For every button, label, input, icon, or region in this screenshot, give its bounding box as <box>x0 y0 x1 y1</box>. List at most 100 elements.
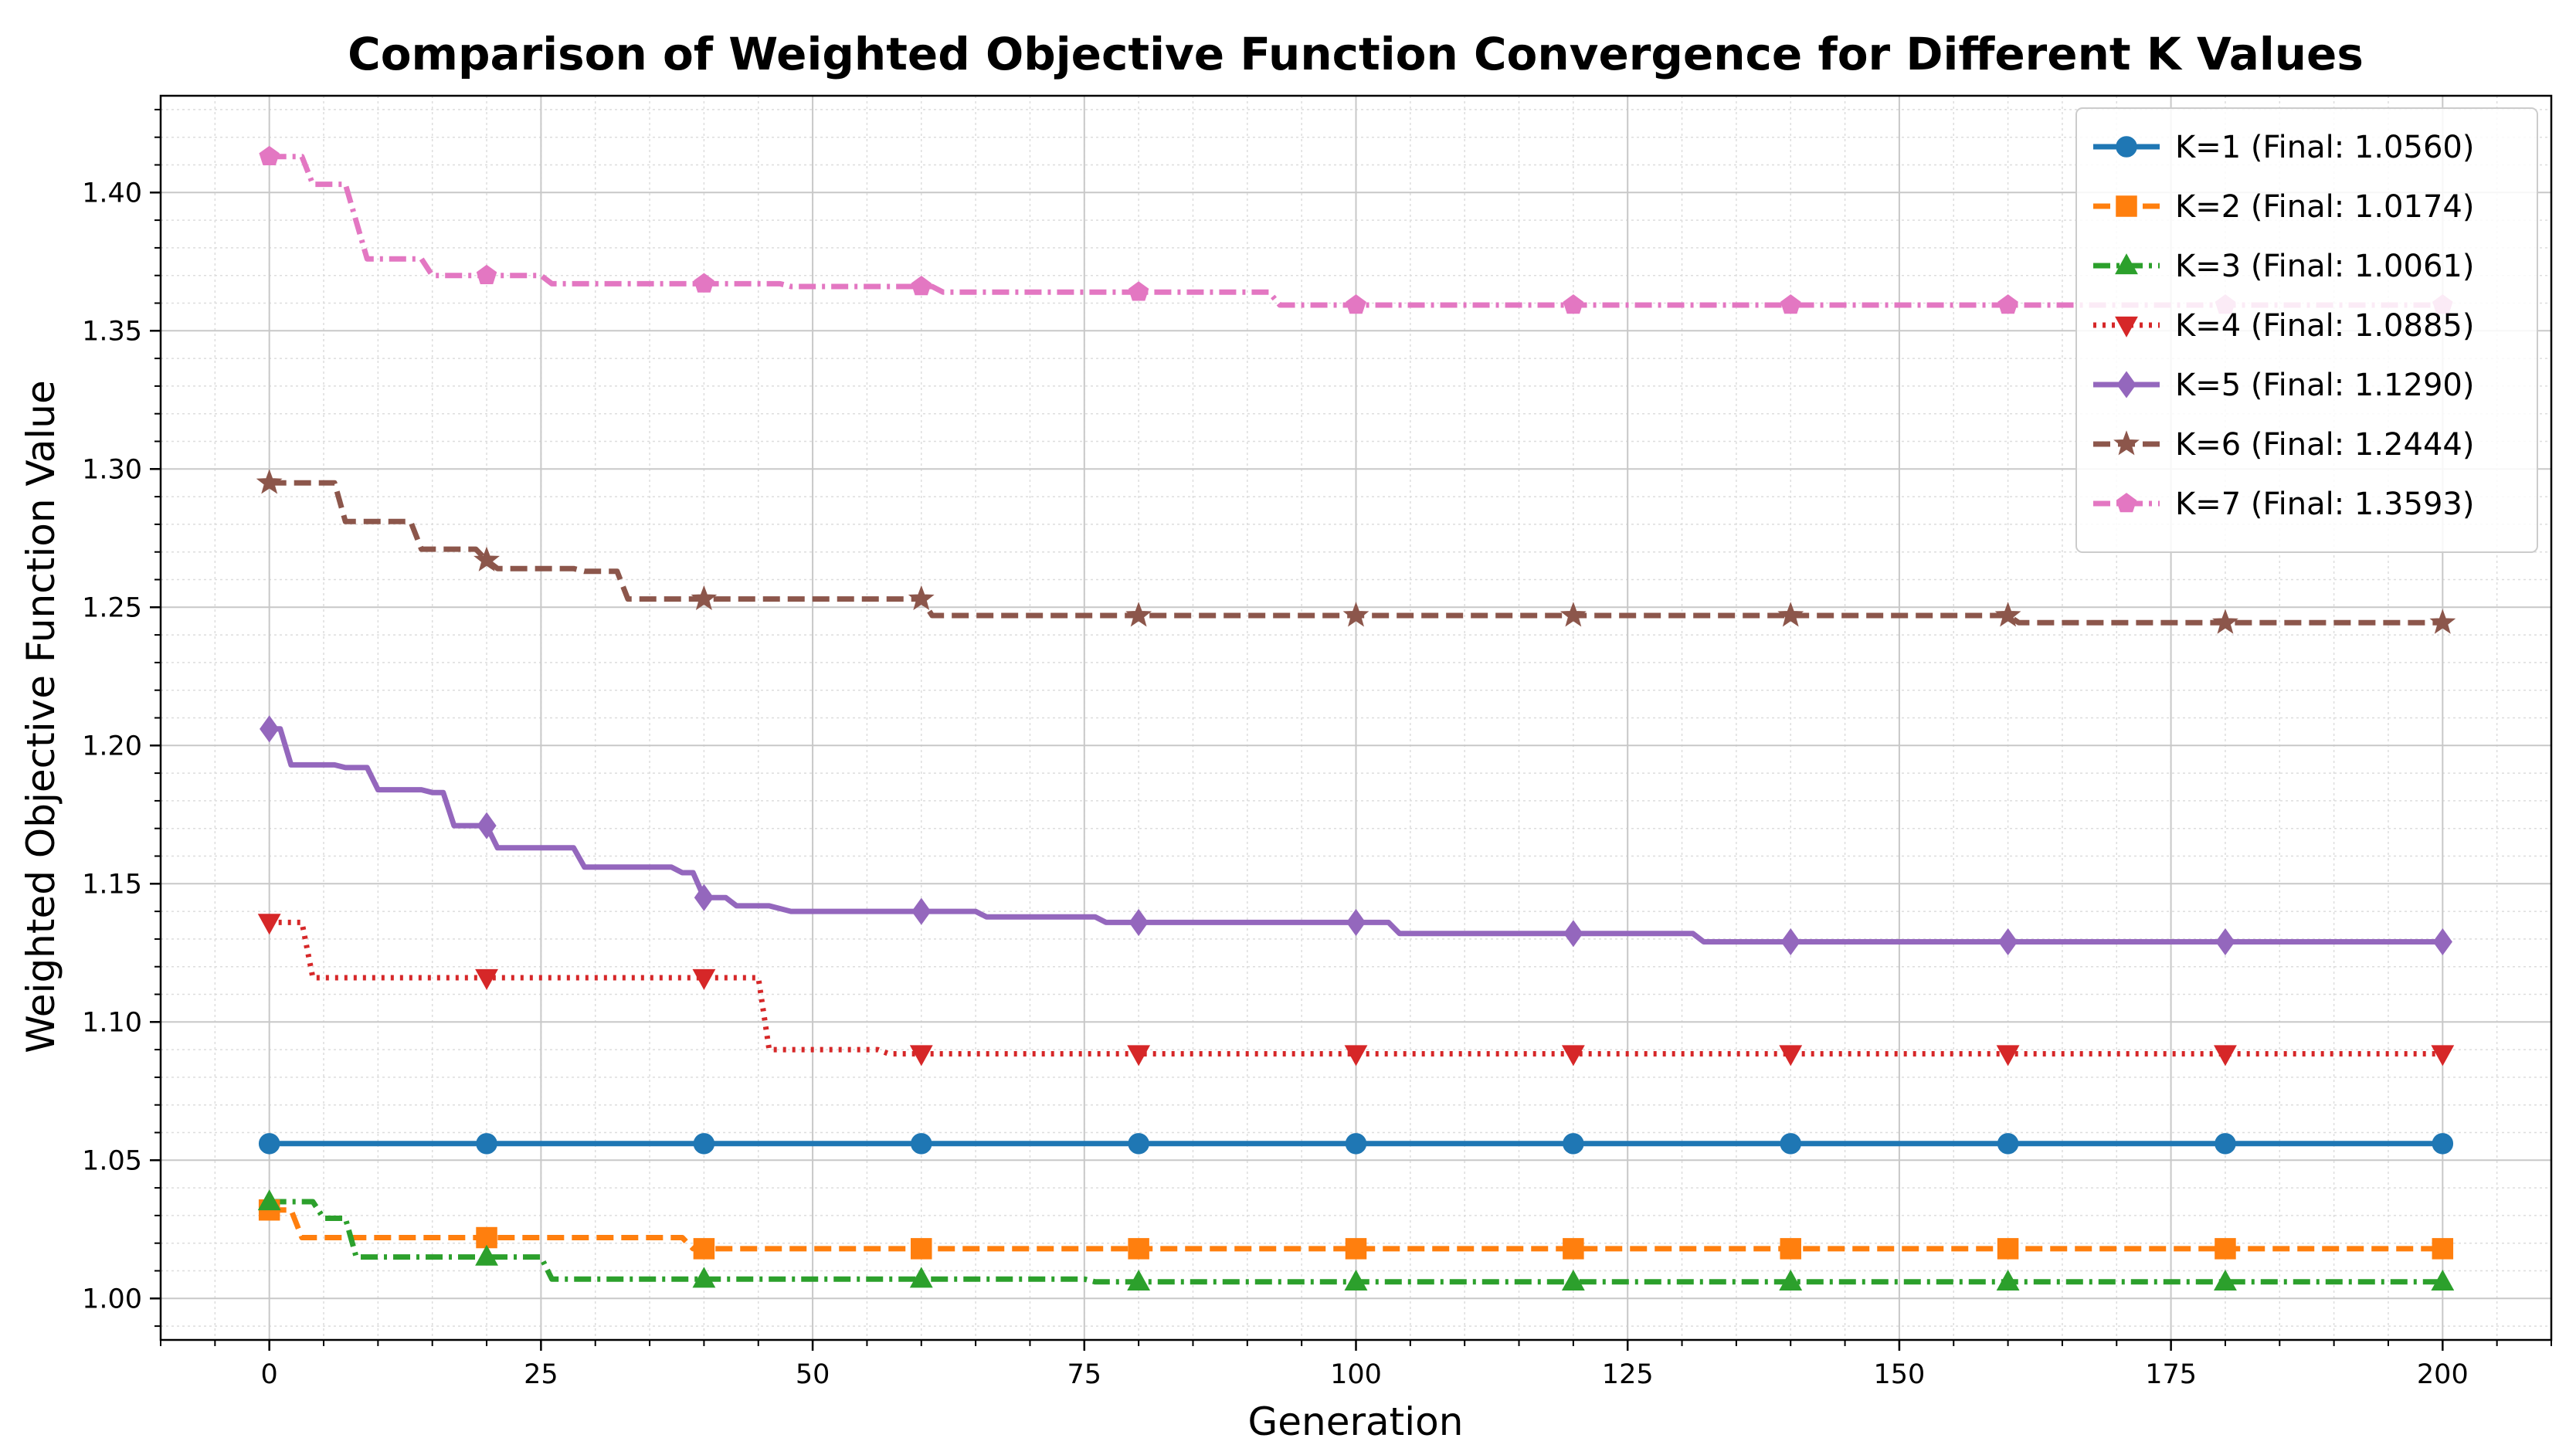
data-point-k3 <box>692 1267 716 1288</box>
data-point-k6 <box>2212 609 2238 634</box>
series-markers <box>256 145 2456 1291</box>
data-point-k6 <box>1125 602 1152 627</box>
x-tick-label: 200 <box>2417 1359 2469 1390</box>
data-point-k3 <box>1561 1269 1585 1291</box>
data-point-k5 <box>477 812 497 839</box>
legend-marker-k5 <box>2116 371 2136 399</box>
data-point-k7 <box>259 145 280 166</box>
x-tick-label: 150 <box>1874 1359 1926 1390</box>
y-tick-label: 1.25 <box>82 592 142 623</box>
data-point-k2 <box>911 1238 932 1260</box>
data-point-k3 <box>1779 1269 1803 1291</box>
series-line-k7 <box>269 154 2443 308</box>
data-point-k1 <box>1128 1133 1149 1155</box>
legend-label-k1: K=1 (Final: 1.0560) <box>2175 130 2474 165</box>
series-line-k5 <box>269 726 2443 945</box>
data-point-k2 <box>1345 1238 1367 1260</box>
y-tick-label: 1.20 <box>82 731 142 761</box>
data-point-k2 <box>1997 1238 2019 1260</box>
data-point-k1 <box>1563 1133 1584 1155</box>
data-point-k2 <box>1563 1238 1584 1260</box>
data-point-k7 <box>1563 294 1584 314</box>
axis-ticks <box>150 108 2552 1351</box>
data-point-k7 <box>1997 294 2018 314</box>
data-point-k2 <box>1780 1238 1801 1260</box>
data-point-k6 <box>1560 602 1587 627</box>
legend-label-k3: K=3 (Final: 1.0061) <box>2175 249 2474 284</box>
data-point-k5 <box>911 897 932 925</box>
data-point-k4 <box>257 914 281 935</box>
axis-tick-labels: 0 25 50 75 100 125 150 175 200 1.00 1.05 1.10 1.15 1.… <box>82 178 2469 1390</box>
y-tick-label: 1.00 <box>82 1284 142 1314</box>
data-point-k6 <box>908 585 935 610</box>
y-tick-label: 1.05 <box>82 1145 142 1176</box>
series-lines <box>269 154 2443 1285</box>
x-tick-label: 25 <box>524 1359 558 1390</box>
data-point-k4 <box>1344 1045 1368 1067</box>
series-line-k6 <box>269 480 2443 626</box>
y-tick-label: 1.10 <box>82 1007 142 1038</box>
legend-label-k5: K=5 (Final: 1.1290) <box>2175 368 2474 403</box>
data-point-k5 <box>1346 908 1366 936</box>
data-point-k7 <box>1780 294 1801 314</box>
legend-box <box>2075 107 2538 553</box>
data-point-k4 <box>2214 1045 2237 1067</box>
data-point-k4 <box>692 968 716 990</box>
data-point-k6 <box>1342 602 1369 627</box>
data-point-k6 <box>473 546 500 571</box>
y-axis-label: Weighted Objective Function Value <box>19 380 63 1053</box>
data-point-k5 <box>1128 908 1149 936</box>
data-point-k4 <box>1996 1045 2020 1067</box>
data-point-k4 <box>1127 1045 1151 1067</box>
data-point-k1 <box>476 1133 497 1155</box>
x-tick-label: 0 <box>261 1359 278 1390</box>
x-tick-label: 50 <box>796 1359 830 1390</box>
data-point-k4 <box>475 968 498 990</box>
chart-title: Comparison of Weighted Objective Functio… <box>348 28 2364 80</box>
data-point-k3 <box>1996 1269 2020 1291</box>
data-point-k3 <box>475 1244 498 1266</box>
data-point-k7 <box>476 264 497 284</box>
data-point-k7 <box>694 273 714 293</box>
data-point-k5 <box>2432 928 2452 956</box>
data-point-k1 <box>1345 1133 1367 1155</box>
data-point-k1 <box>1780 1133 1801 1155</box>
data-point-k3 <box>2431 1269 2455 1291</box>
legend-marker-k3 <box>2115 253 2138 275</box>
y-tick-label: 1.35 <box>82 316 142 347</box>
legend-label-k2: K=2 (Final: 1.0174) <box>2175 189 2474 225</box>
legend-label-k7: K=7 (Final: 1.3593) <box>2175 487 2474 522</box>
legend-marker-k4 <box>2115 316 2138 337</box>
legend-label-k6: K=6 (Final: 1.2444) <box>2175 427 2474 463</box>
data-point-k1 <box>693 1133 715 1155</box>
data-point-k5 <box>2215 928 2235 956</box>
data-point-k6 <box>1994 602 2021 627</box>
y-tick-label: 1.15 <box>82 869 142 900</box>
data-point-k1 <box>2215 1133 2236 1155</box>
data-point-k3 <box>1127 1269 1151 1291</box>
legend-marker-k2 <box>2116 195 2137 217</box>
series-line-k4 <box>269 919 2443 1056</box>
x-tick-label: 175 <box>2145 1359 2197 1390</box>
data-point-k2 <box>2432 1238 2454 1260</box>
data-point-k3 <box>257 1189 281 1211</box>
data-point-k7 <box>1346 294 1366 314</box>
data-point-k5 <box>260 715 280 743</box>
y-tick-label: 1.30 <box>82 454 142 485</box>
data-point-k5 <box>1780 928 1800 956</box>
x-tick-label: 125 <box>1602 1359 1654 1390</box>
data-point-k2 <box>2215 1238 2236 1260</box>
data-point-k1 <box>2432 1133 2454 1155</box>
legend-marker-k1 <box>2116 136 2137 158</box>
data-point-k6 <box>1777 602 1804 627</box>
legend-marker-k7 <box>2116 493 2137 513</box>
legend-label-k4: K=4 (Final: 1.0885) <box>2175 308 2474 344</box>
legend-marker-k6 <box>2113 430 2140 456</box>
data-point-k2 <box>1128 1238 1149 1260</box>
data-point-k3 <box>2214 1269 2237 1291</box>
data-point-k5 <box>694 884 714 911</box>
data-point-k3 <box>1344 1269 1368 1291</box>
data-point-k4 <box>1561 1045 1585 1067</box>
